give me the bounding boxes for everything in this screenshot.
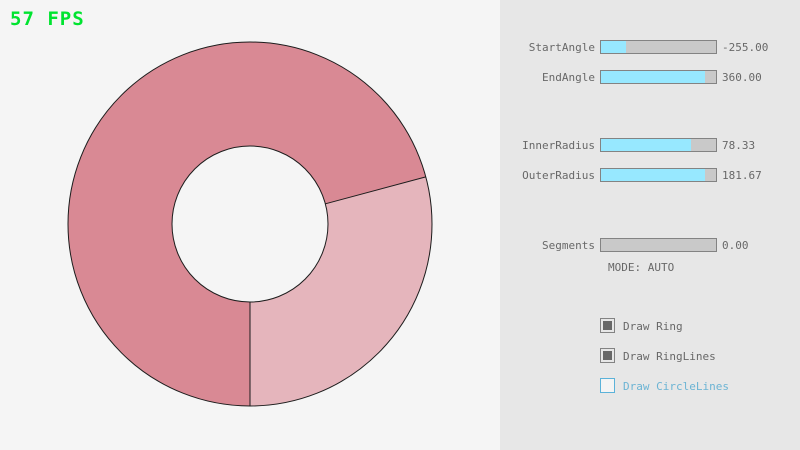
slider-row-segments: Segments 0.00: [500, 238, 800, 252]
checkbox-label: Draw Ring: [623, 320, 683, 333]
checkbox-draw-ring[interactable]: Draw Ring: [500, 318, 800, 334]
slider-row-outer-radius: OuterRadius 181.67: [500, 168, 800, 182]
slider-fill-bar: [601, 169, 706, 181]
slider-row-start-angle: StartAngle -255.00: [500, 40, 800, 54]
checkbox-draw-ringlines[interactable]: Draw RingLines: [500, 348, 800, 364]
outer-radius-slider[interactable]: [600, 168, 717, 182]
slider-value: -255.00: [722, 41, 769, 54]
end-angle-slider[interactable]: [600, 70, 717, 84]
checkbox-label: Draw CircleLines: [623, 380, 729, 393]
slider-label: StartAngle: [528, 41, 595, 54]
slider-value: 360.00: [722, 71, 762, 84]
slider-label: EndAngle: [542, 71, 595, 84]
segments-mode-text: MODE: AUTO: [608, 261, 675, 274]
ring-canvas: [67, 41, 433, 407]
slider-value: 78.33: [722, 139, 756, 152]
ring-outline-lines: [67, 41, 433, 407]
slider-row-end-angle: EndAngle 360.00: [500, 70, 800, 84]
slider-label: Segments: [542, 239, 595, 252]
segments-slider[interactable]: [600, 238, 717, 252]
slider-fill-bar: [601, 71, 705, 83]
slider-fill-bar: [601, 41, 626, 53]
fps-counter: 57 FPS: [10, 8, 85, 30]
slider-label: InnerRadius: [522, 139, 595, 152]
control-panel: StartAngle -255.00 EndAngle 360.00 Inner…: [500, 0, 800, 450]
slider-row-inner-radius: InnerRadius 78.33: [500, 138, 800, 152]
slider-value: 181.67: [722, 169, 762, 182]
checkbox-box[interactable]: [600, 348, 615, 363]
checkbox-box[interactable]: [600, 378, 615, 393]
ring-sector-single: [250, 176, 433, 407]
checkbox-box[interactable]: [600, 318, 615, 333]
slider-label: OuterRadius: [522, 169, 595, 182]
inner-radius-slider[interactable]: [600, 138, 717, 152]
slider-fill-bar: [601, 139, 692, 151]
ring-inner-circle-line: [171, 145, 329, 303]
ring-radial-line-right: [325, 176, 426, 205]
checkbox-label: Draw RingLines: [623, 350, 716, 363]
ring-sector-overlap: [68, 42, 426, 406]
slider-value: 0.00: [722, 239, 749, 252]
checkbox-draw-circlelines[interactable]: Draw CircleLines: [500, 378, 800, 394]
start-angle-slider[interactable]: [600, 40, 717, 54]
